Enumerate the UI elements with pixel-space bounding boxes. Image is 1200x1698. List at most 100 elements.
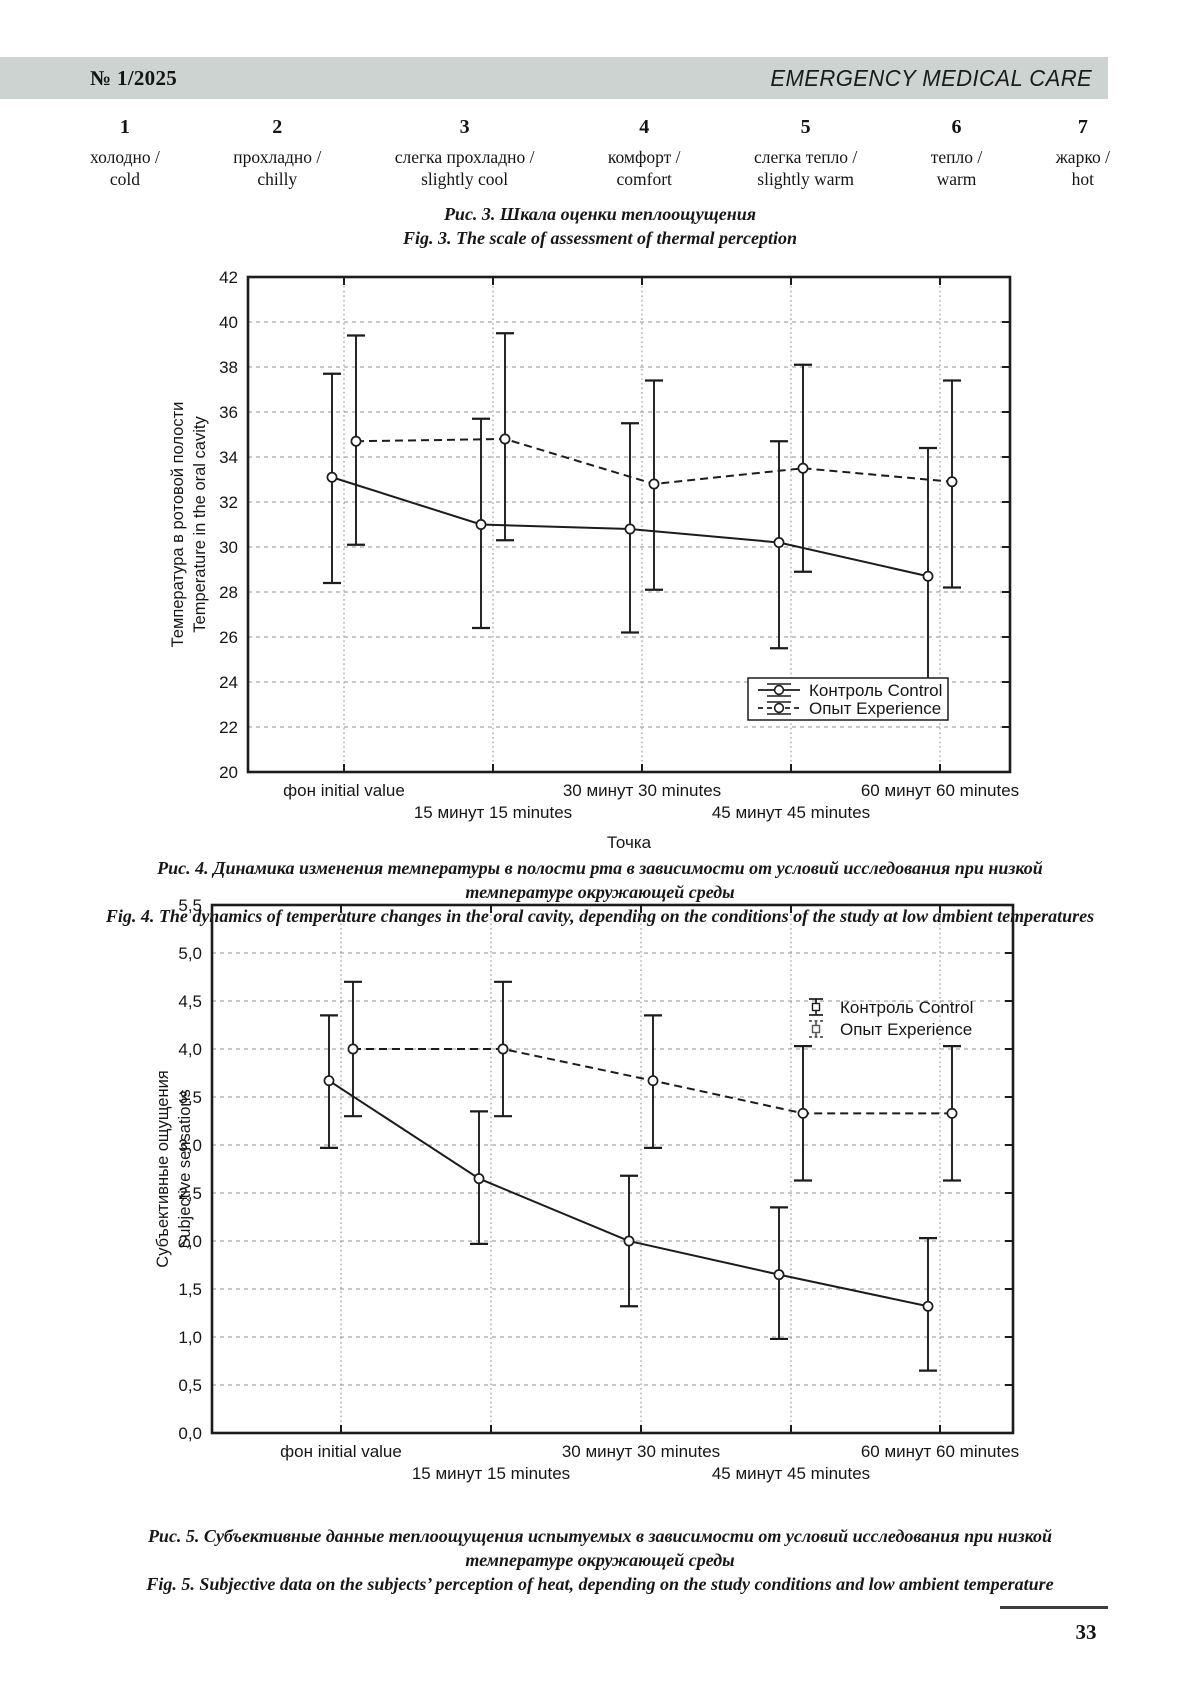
data-point <box>946 476 958 488</box>
y-tick-label: 3,0 <box>178 1136 202 1155</box>
y-tick-label: 5,5 <box>178 896 202 915</box>
journal-title: EMERGENCY MEDICAL CARE <box>770 64 1092 91</box>
y-tick-label: 1,5 <box>178 1280 202 1299</box>
header-band: № 1/2025 EMERGENCY MEDICAL CARE <box>0 57 1108 99</box>
fig3-caption-ru: Рис. 3. Шкала оценки теплоощущения <box>443 204 757 224</box>
y-tick-label: 34 <box>219 448 238 467</box>
fig4-caption: Рис. 4. Динамика изменения температуры в… <box>105 856 1095 928</box>
scale-value: 2 <box>272 116 283 138</box>
fig4-caption-ru: Рис. 4. Динамика изменения температуры в… <box>157 858 1043 902</box>
data-point <box>323 1075 335 1087</box>
y-tick-label: 24 <box>219 673 238 692</box>
y-axis-title: Субъективные ощущения Subjective sensatio… <box>154 1070 194 1267</box>
scale-item-1: 1 холодно / cold <box>90 116 160 190</box>
y-tick-label: 5,0 <box>178 944 202 963</box>
y-tick-label: 38 <box>219 358 238 377</box>
data-point <box>347 1043 359 1055</box>
fig5-caption-en: Fig. 5. Subjective data on the subjects’… <box>146 1574 1054 1594</box>
fig5-caption-ru: Рис. 5. Субъективные данные теплоощущени… <box>147 1526 1053 1570</box>
svg-text:Subjective sensations: Subjective sensations <box>176 1089 194 1249</box>
svg-text:Субъективные ощущения: Субъективные ощущения <box>154 1070 172 1267</box>
x-tick-label: 30 минут 30 minutes <box>562 1442 720 1461</box>
x-tick-label: 45 минут 45 minutes <box>712 803 870 822</box>
y-tick-label: 28 <box>219 583 238 602</box>
x-tick-label: фон initial value <box>283 781 405 800</box>
plot-border <box>210 903 1015 1435</box>
data-point <box>473 1173 485 1185</box>
scale-label-ru: комфорт / <box>607 147 681 167</box>
y-tick-label: 36 <box>219 403 238 422</box>
data-point <box>648 478 660 490</box>
scale-label-en: chilly <box>257 169 298 189</box>
x-tick-label: фон initial value <box>280 1442 402 1461</box>
x-axis-labels: фон initial value 15 минут 15 minutes 30 м… <box>280 1442 1019 1483</box>
data-point <box>350 435 362 447</box>
scale-value: 1 <box>119 116 130 138</box>
y-axis-labels: 20 22 24 26 28 30 32 34 36 38 40 42 <box>219 268 238 782</box>
series-experience <box>344 980 961 1182</box>
data-point <box>624 523 636 535</box>
fig5-caption: Рис. 5. Субъективные данные теплоощущени… <box>125 1524 1075 1596</box>
fig4-caption-en: Fig. 4. The dynamics of temperature chan… <box>105 906 1095 926</box>
page-number: 33 <box>1075 1620 1097 1644</box>
y-tick-label: 3,5 <box>178 1088 202 1107</box>
legend-label: Опыт Experience <box>840 1020 972 1039</box>
scale-label-en: warm <box>936 169 977 189</box>
y-tick-label: 26 <box>219 628 238 647</box>
scale-label-en: slightly warm <box>757 169 854 189</box>
fig3-caption-en: Fig. 3. The scale of assessment of therm… <box>403 228 797 248</box>
y-axis-title: Температура в ротовой полости Temperature… <box>169 402 209 648</box>
data-point <box>797 1107 809 1119</box>
series-experience <box>347 332 961 591</box>
data-point <box>647 1075 659 1087</box>
data-point <box>497 1043 509 1055</box>
scale-label-en: comfort <box>616 169 672 189</box>
scale-label-ru: тепло / <box>930 147 983 167</box>
scale-value: 4 <box>639 116 650 138</box>
data-point <box>623 1235 635 1247</box>
legend-label: Контроль Control <box>809 681 942 700</box>
scale-label-en: cold <box>109 169 140 189</box>
fig5-sensations-chart: 0,0 0,5 1,0 1,5 2,0 2,5 3,0 3,5 4,0 4,5 5,0 5,5 фон … <box>154 896 1019 1483</box>
y-tick-label: 32 <box>219 493 238 512</box>
scale-item-3: 3 слегка прохладно / slightly cool <box>395 116 535 190</box>
scale-label-en: slightly cool <box>421 169 509 189</box>
scale-label-ru: прохладно / <box>233 147 322 167</box>
fig4-temperature-chart: 20 22 24 26 28 30 32 34 36 38 40 42 фон initial valu… <box>169 268 1019 852</box>
x-tick-label: 15 минут 15 minutes <box>412 1464 570 1483</box>
legend: Контроль Control Опыт Experience <box>809 998 973 1039</box>
scale-item-2: 2 прохладно / chilly <box>233 116 321 190</box>
data-point <box>797 462 809 474</box>
y-tick-label: 4,0 <box>178 1040 202 1059</box>
scale-item-4: 4 комфорт / comfort <box>608 116 681 190</box>
svg-text:Temperature in the oral cavity: Temperature in the oral cavity <box>191 416 209 633</box>
x-axis-labels: фон initial value 15 минут 15 minutes 30 м… <box>283 781 1019 852</box>
footer-rule <box>1000 1606 1108 1609</box>
y-tick-label: 2,0 <box>178 1232 202 1251</box>
scale-value: 6 <box>951 116 962 138</box>
y-axis-labels: 0,0 0,5 1,0 1,5 2,0 2,5 3,0 3,5 4,0 4,5 5,0 5,5 <box>178 896 202 1443</box>
series-control <box>323 372 937 706</box>
scale-item-5: 5 слегка тепло / slightly warm <box>754 116 857 190</box>
issue-number: № 1/2025 <box>90 65 178 90</box>
scale-label-ru: слегка тепло / <box>753 147 858 167</box>
scale-label-ru: холодно / <box>90 147 160 167</box>
thermal-perception-scale: 1 холодно / cold 2 прохладно / chilly 3 слегка … <box>90 116 1110 190</box>
plot-border <box>246 275 1012 774</box>
legend-label: Контроль Control <box>840 998 973 1017</box>
fig3-caption: Рис. 3. Шкала оценки теплоощущения Fig. … <box>100 202 1100 250</box>
svg-text:Температура в ротовой полости: Температура в ротовой полости <box>169 402 187 648</box>
y-tick-label: 40 <box>219 313 238 332</box>
data-point <box>946 1107 958 1119</box>
gridlines <box>212 904 1013 1434</box>
y-tick-label: 30 <box>219 538 238 557</box>
scale-label-ru: жарко / <box>1055 147 1110 167</box>
scale-value: 5 <box>800 116 811 138</box>
x-tick-label: 45 минут 45 minutes <box>712 1464 870 1483</box>
data-point <box>326 471 338 483</box>
x-tick-label: 15 минут 15 minutes <box>414 803 572 822</box>
data-point <box>499 433 511 445</box>
data-point <box>475 519 487 530</box>
y-tick-label: 0,5 <box>178 1376 202 1395</box>
